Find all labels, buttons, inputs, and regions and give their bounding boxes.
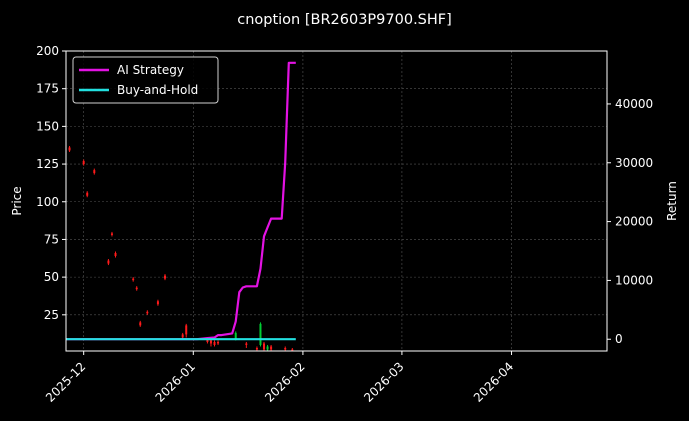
candle-body (217, 341, 220, 344)
chart-title: cnoption [BR2603P9700.SHF] (237, 12, 452, 28)
candle-body (263, 343, 266, 350)
candle-body (146, 311, 149, 314)
left-tick-label: 100 (36, 195, 59, 209)
candle-body (139, 322, 142, 326)
candle-body (181, 334, 184, 338)
chart-legend: AI Strategy Buy-and-Hold (72, 56, 219, 104)
candle-body (209, 340, 212, 344)
candle-body (164, 275, 167, 279)
legend-box (72, 56, 219, 104)
candle-body (132, 278, 135, 281)
candle-body (206, 338, 209, 342)
right-axis-ticks: 0 10000 20000 30000 40000 (607, 97, 653, 346)
candle-body (114, 253, 117, 257)
left-tick-label: 75 (44, 232, 59, 246)
candle-body (185, 325, 188, 335)
left-axis-ticks: 25 50 75 100 125 150 175 200 (36, 44, 66, 322)
left-tick-label: 175 (36, 82, 59, 96)
legend-label-buy-and-hold: Buy-and-Hold (117, 83, 198, 97)
candle-body (291, 349, 294, 351)
right-tick-label: 10000 (615, 273, 653, 287)
left-tick-label: 125 (36, 157, 59, 171)
candle-layer (68, 145, 294, 351)
candle-body (245, 343, 248, 345)
left-tick-label: 50 (44, 270, 59, 284)
legend-label-ai-strategy: AI Strategy (117, 63, 184, 77)
candle-body (86, 192, 89, 196)
y-axis-label: Price (10, 186, 24, 215)
candle-body (107, 260, 110, 264)
candle-body (234, 332, 237, 339)
candle-body (156, 301, 159, 305)
left-tick-label: 150 (36, 119, 59, 133)
candle-body (284, 347, 287, 350)
right-tick-label: 20000 (615, 215, 653, 229)
candle-body (93, 170, 96, 174)
left-tick-label: 200 (36, 44, 59, 58)
line-layer (66, 61, 296, 341)
candle-body (266, 346, 269, 350)
candle-body (270, 346, 273, 350)
candle-body (259, 323, 262, 345)
y2-axis-label: Return (665, 181, 679, 221)
candle-body (213, 341, 216, 345)
candle-body (82, 161, 85, 165)
candle-body (110, 233, 113, 235)
candle-body (255, 347, 258, 350)
candle-body (135, 287, 138, 290)
right-tick-label: 0 (615, 332, 623, 346)
left-tick-label: 25 (44, 308, 59, 322)
right-tick-label: 40000 (615, 97, 653, 111)
plot-frame (65, 50, 608, 352)
right-tick-label: 30000 (615, 156, 653, 170)
candle-body (68, 147, 71, 151)
